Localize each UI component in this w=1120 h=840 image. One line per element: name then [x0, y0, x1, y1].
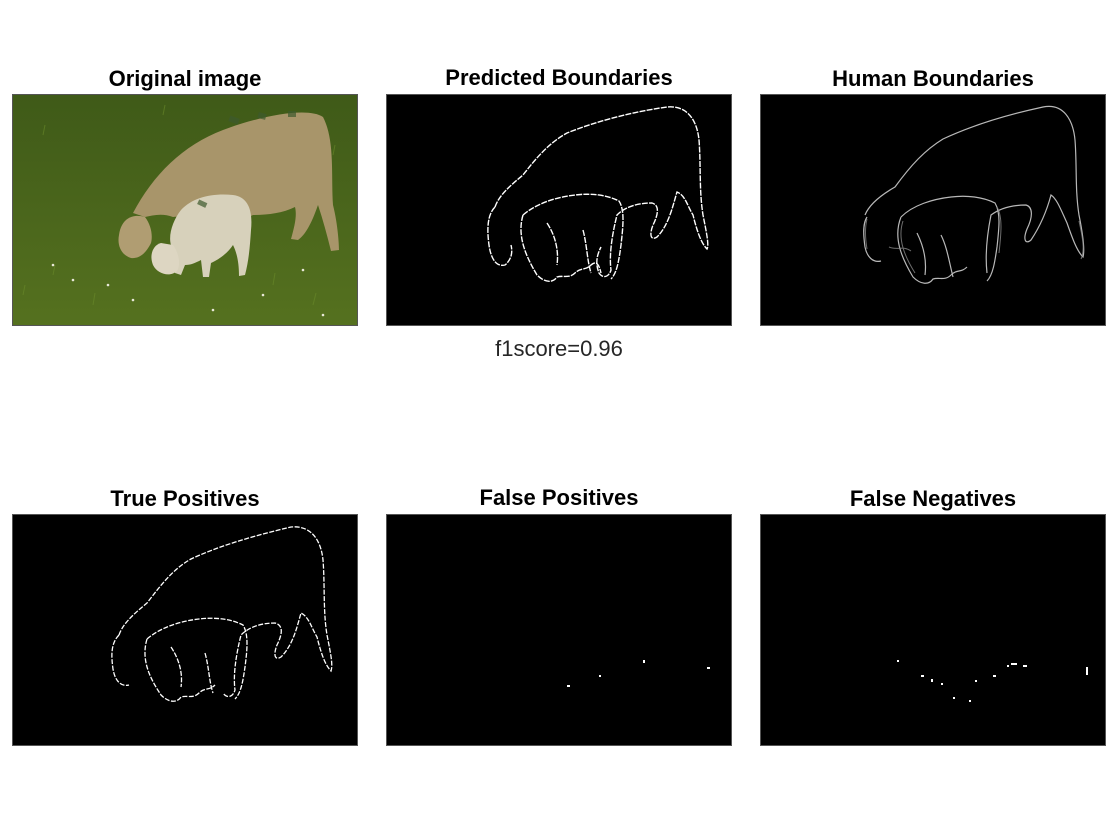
- title-human-boundaries: Human Boundaries: [832, 66, 1034, 91]
- false-positives-panel: [386, 514, 732, 746]
- false-negatives-panel: [760, 514, 1106, 746]
- f1-score-caption: f1score=0.96: [495, 336, 623, 361]
- original-image-panel: [12, 94, 358, 326]
- lamb-body: [170, 194, 252, 277]
- title-true-positives: True Positives: [110, 486, 260, 511]
- human-boundaries-panel: [760, 94, 1106, 326]
- lamb-head: [151, 243, 180, 275]
- predicted-boundaries-panel: [386, 94, 732, 326]
- ewe-head: [118, 215, 152, 259]
- title-false-negatives: False Negatives: [849, 486, 1017, 511]
- title-predicted-boundaries: Predicted Boundaries: [445, 65, 673, 90]
- title-false-positives: False Positives: [479, 485, 639, 510]
- false-negatives-image: [897, 660, 1088, 702]
- human-boundaries-image: [863, 105, 1085, 284]
- title-original-image: Original image: [108, 66, 262, 91]
- false-positives-image: [567, 660, 710, 687]
- true-positives-panel: [12, 514, 358, 746]
- true-positives-image: [111, 526, 333, 702]
- predicted-boundaries-image: [487, 106, 709, 282]
- original-image: [13, 95, 357, 325]
